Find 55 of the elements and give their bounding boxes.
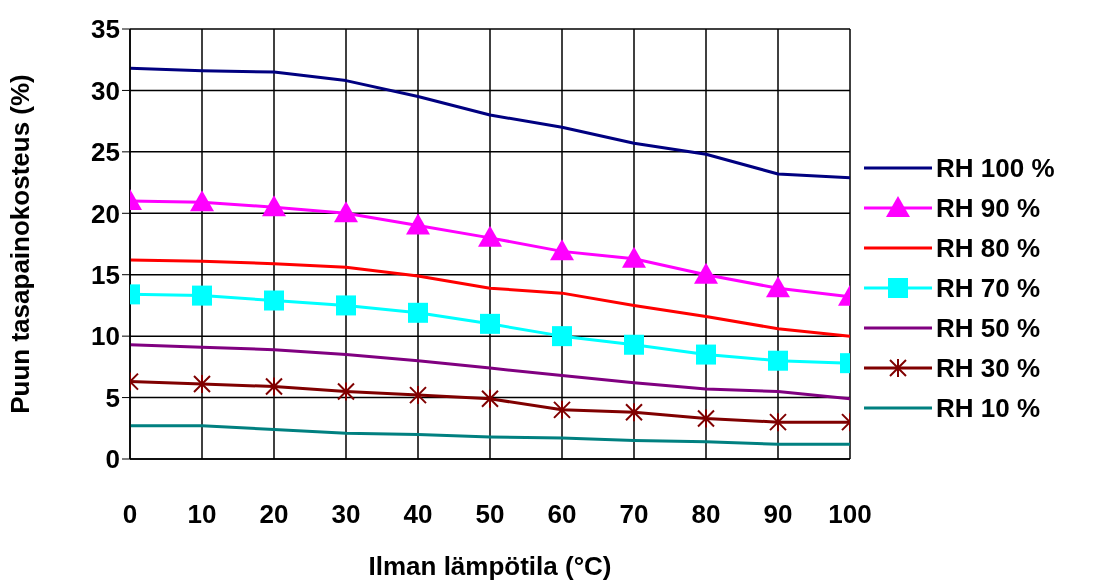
y-tick-label: 15 <box>91 259 120 290</box>
y-tick-label: 35 <box>91 14 120 45</box>
legend-label: RH 50 % <box>936 312 1041 344</box>
point <box>336 295 356 316</box>
point <box>478 225 502 247</box>
legend-label: RH 80 % <box>936 232 1041 264</box>
x-tick-label: 30 <box>331 499 361 530</box>
y-tick-label: 20 <box>91 198 120 229</box>
x-tick-label: 90 <box>763 499 793 530</box>
point <box>625 402 643 423</box>
x-tick-label: 50 <box>475 499 505 530</box>
point <box>192 285 212 306</box>
y-axis-title: Puun tasapainokosteus (%) <box>5 74 36 414</box>
point <box>264 290 284 311</box>
point <box>190 190 214 212</box>
point <box>334 201 358 223</box>
x-tick-label: 10 <box>187 499 217 530</box>
y-tick-label: 30 <box>91 75 120 106</box>
point <box>552 326 572 347</box>
legend-label: RH 70 % <box>936 272 1041 304</box>
y-tick-label: 25 <box>91 137 120 168</box>
point <box>337 381 355 402</box>
point <box>262 195 286 217</box>
y-tick-label: 0 <box>105 444 120 475</box>
point <box>481 388 499 409</box>
point <box>769 412 787 433</box>
x-tick-label: 70 <box>619 499 649 530</box>
legend-label: RH 100 % <box>936 152 1055 184</box>
point <box>553 399 571 420</box>
point <box>193 374 211 395</box>
legend-label: RH 30 % <box>936 352 1041 384</box>
point <box>550 239 574 261</box>
x-tick-label: 40 <box>403 499 433 530</box>
point <box>480 313 500 334</box>
x-tick-label: 20 <box>259 499 289 530</box>
point <box>265 376 283 397</box>
point <box>622 246 646 268</box>
point <box>697 408 715 429</box>
point <box>694 262 718 284</box>
point <box>408 302 428 323</box>
point <box>406 213 430 235</box>
y-tick-label: 5 <box>105 382 120 413</box>
x-axis-title: Ilman lämpötila (°C) <box>368 551 612 581</box>
y-tick-label: 10 <box>91 321 120 352</box>
point <box>768 350 788 371</box>
legend-label: RH 90 % <box>936 192 1041 224</box>
point <box>766 276 790 298</box>
point <box>409 385 427 406</box>
x-tick-label: 80 <box>691 499 721 530</box>
point <box>624 334 644 355</box>
point <box>696 344 716 365</box>
legend-label: RH 10 % <box>936 392 1041 424</box>
line-series <box>130 424 850 446</box>
x-tick-label: 60 <box>547 499 577 530</box>
x-tick-label: 100 <box>828 499 872 530</box>
